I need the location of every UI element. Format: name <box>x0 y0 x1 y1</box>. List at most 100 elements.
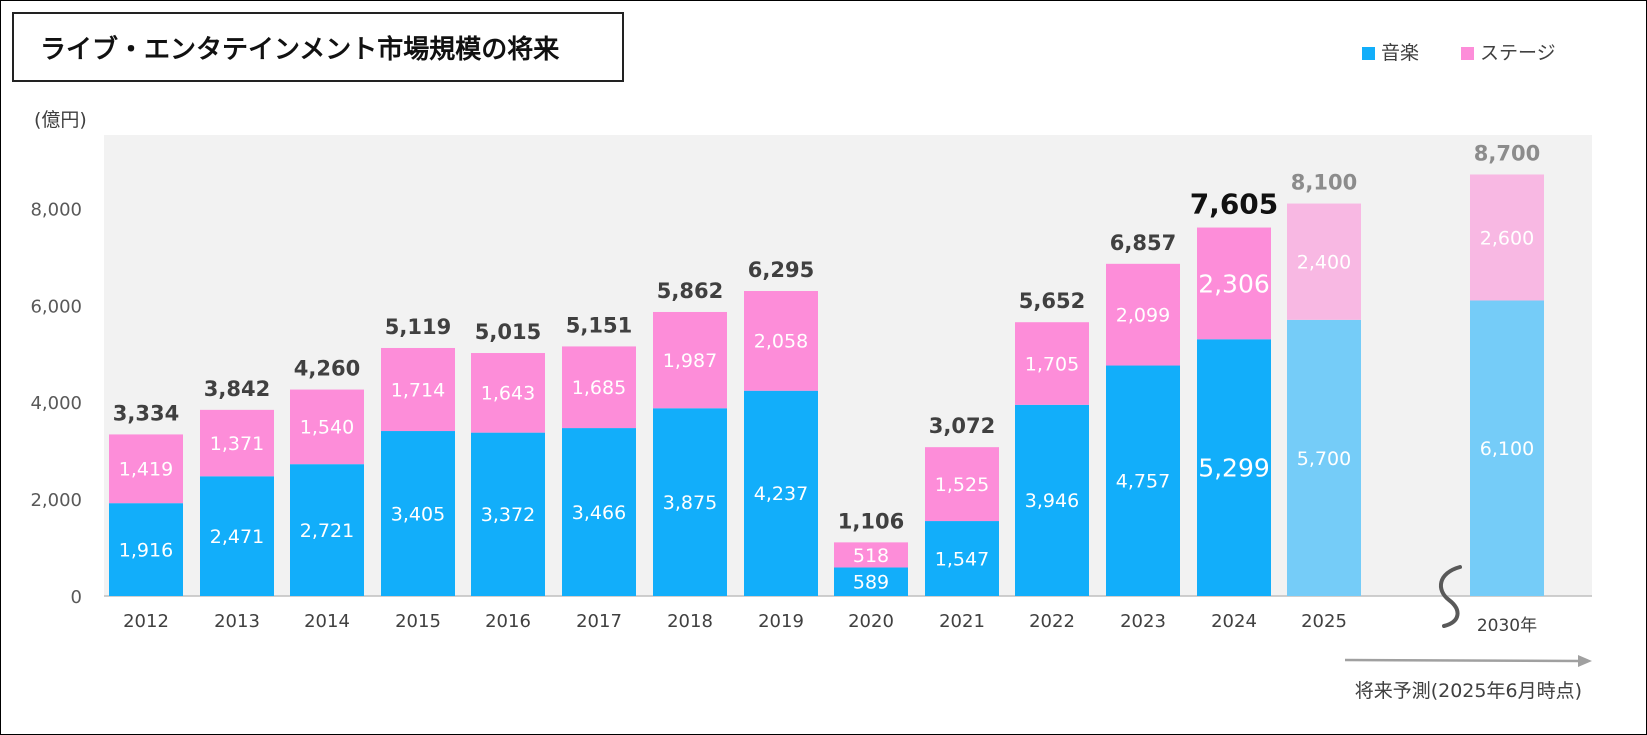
data-label-music-2: 2,721 <box>300 520 354 542</box>
bar-stage-14 <box>1470 174 1544 301</box>
bar-stage-7 <box>744 291 818 391</box>
data-label-stage-8: 518 <box>853 545 889 567</box>
bar-stage-12 <box>1197 227 1271 340</box>
forecast-note: 将来予測(2025年6月時点) <box>1355 680 1582 702</box>
bar-stage-5 <box>562 346 636 429</box>
bar-stage-13 <box>1287 203 1361 320</box>
legend-label-music: 音楽 <box>1381 42 1419 64</box>
total-label-8: 1,106 <box>838 509 904 533</box>
legend-label-stage: ステージ <box>1480 42 1556 64</box>
data-label-stage-7: 2,058 <box>754 331 808 353</box>
total-label-9: 3,072 <box>929 414 995 438</box>
bar-music-9 <box>925 521 999 596</box>
bar-stage-4 <box>471 353 545 433</box>
x-tick-label-5: 2017 <box>576 611 622 632</box>
data-label-stage-5: 1,685 <box>572 377 626 399</box>
bar-music-0 <box>109 503 183 596</box>
data-label-music-6: 3,875 <box>663 492 717 514</box>
x-tick-label-14: 2030年 <box>1477 616 1537 636</box>
bar-stage-11 <box>1106 263 1180 366</box>
bar-stage-9 <box>925 447 999 522</box>
data-label-stage-4: 1,643 <box>481 383 535 405</box>
data-label-stage-2: 1,540 <box>300 417 354 439</box>
data-label-music-1: 2,471 <box>210 526 264 548</box>
x-tick-label-2: 2014 <box>304 611 350 632</box>
x-tick-label-12: 2024 <box>1211 611 1257 632</box>
x-tick-label-9: 2021 <box>939 611 985 632</box>
data-label-music-12: 5,299 <box>1198 454 1270 483</box>
bars-group <box>109 174 1544 596</box>
data-label-stage-10: 1,705 <box>1025 353 1079 375</box>
total-label-5: 5,151 <box>566 313 632 337</box>
y-axis-label: (億円) <box>34 109 87 131</box>
bar-music-2 <box>290 464 364 596</box>
bar-music-3 <box>381 431 455 596</box>
x-tick-label-8: 2020 <box>848 611 894 632</box>
y-tick-label: 4,000 <box>30 393 82 414</box>
bar-stage-0 <box>109 434 183 504</box>
bar-music-5 <box>562 428 636 596</box>
bar-music-11 <box>1106 365 1180 596</box>
total-label-14: 8,700 <box>1474 141 1540 165</box>
total-label-4: 5,015 <box>475 320 541 344</box>
data-label-stage-0: 1,419 <box>119 459 173 481</box>
axis-break-mark <box>1438 565 1462 628</box>
data-label-music-0: 1,916 <box>119 539 173 561</box>
data-label-stage-9: 1,525 <box>935 474 989 496</box>
bar-music-6 <box>653 408 727 596</box>
bar-music-14 <box>1470 300 1544 596</box>
x-tick-label-0: 2012 <box>123 611 169 632</box>
legend-swatch-stage <box>1461 47 1474 60</box>
data-label-stage-13: 2,400 <box>1297 252 1351 274</box>
data-label-music-3: 3,405 <box>391 503 445 525</box>
total-label-6: 5,862 <box>657 279 723 303</box>
x-tick-label-6: 2018 <box>667 611 713 632</box>
data-label-stage-3: 1,714 <box>391 379 445 401</box>
bar-music-8 <box>834 567 908 596</box>
data-label-music-4: 3,372 <box>481 504 535 526</box>
total-label-7: 6,295 <box>748 258 814 282</box>
labels-group: 1,916 1,419 3,334 2012 2,471 1,371 3,842 2013 2,… <box>113 141 1540 636</box>
legend-swatch-music <box>1362 47 1375 60</box>
total-label-3: 5,119 <box>385 315 451 339</box>
legend: 音楽 ステージ <box>1362 42 1556 64</box>
bar-stage-2 <box>290 389 364 465</box>
data-label-music-14: 6,100 <box>1480 438 1534 460</box>
y-tick-label: 6,000 <box>30 296 82 317</box>
bar-music-12 <box>1197 339 1271 596</box>
x-tick-label-3: 2015 <box>395 611 441 632</box>
forecast-arrow <box>1344 655 1592 667</box>
data-label-music-5: 3,466 <box>572 502 626 524</box>
data-label-stage-12: 2,306 <box>1198 269 1270 298</box>
data-label-music-11: 4,757 <box>1116 471 1170 493</box>
x-tick-label-13: 2025 <box>1301 611 1347 632</box>
y-tick-label: 2,000 <box>30 490 82 511</box>
bar-stage-10 <box>1015 322 1089 405</box>
total-label-0: 3,334 <box>113 401 179 425</box>
data-label-music-13: 5,700 <box>1297 448 1351 470</box>
data-label-music-10: 3,946 <box>1025 490 1079 512</box>
data-label-music-8: 589 <box>853 572 889 594</box>
bar-music-4 <box>471 432 545 596</box>
x-tick-label-1: 2013 <box>214 611 260 632</box>
total-label-2: 4,260 <box>294 357 360 381</box>
data-label-music-7: 4,237 <box>754 483 808 505</box>
x-tick-label-10: 2022 <box>1029 611 1075 632</box>
data-label-stage-6: 1,987 <box>663 350 717 372</box>
data-label-stage-11: 2,099 <box>1116 305 1170 327</box>
x-tick-label-11: 2023 <box>1120 611 1166 632</box>
y-tick-label: 0 <box>71 587 82 608</box>
chart-title: ライブ・エンタテインメント市場規模の将来 <box>12 12 624 82</box>
data-label-stage-1: 1,371 <box>210 433 264 455</box>
total-label-10: 5,652 <box>1019 289 1085 313</box>
total-label-13: 8,100 <box>1291 171 1357 195</box>
bar-music-1 <box>200 476 274 596</box>
y-axis: 0 2,000 4,000 6,000 8,000 <box>30 199 82 608</box>
y-tick-label: 8,000 <box>30 199 82 220</box>
bar-music-13 <box>1287 319 1361 596</box>
bar-music-10 <box>1015 404 1089 596</box>
x-tick-label-4: 2016 <box>485 611 531 632</box>
bar-stage-8 <box>834 542 908 568</box>
bar-stage-3 <box>381 347 455 432</box>
